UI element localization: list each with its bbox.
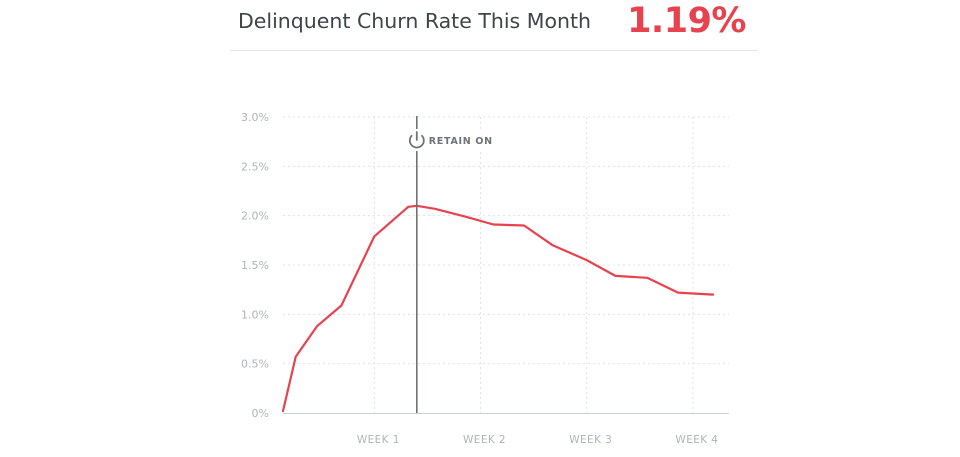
current-churn-rate: 1.19% [627, 1, 746, 41]
y-tick-label: 2.0% [241, 210, 269, 223]
y-tick-label: 1.0% [241, 308, 269, 321]
x-tick-label: WEEK 2 [463, 434, 506, 446]
chart-series [281, 204, 715, 413]
retain-on-marker: RETAIN ON [405, 116, 506, 413]
y-tick-label: 1.5% [241, 259, 269, 272]
retain-on-label: RETAIN ON [429, 136, 493, 147]
x-axis-ticks: WEEK 1 WEEK 2 WEEK 3 WEEK 4 [357, 434, 718, 446]
y-tick-label: 2.5% [241, 160, 269, 173]
x-tick-label: WEEK 1 [357, 434, 400, 446]
x-tick-label: WEEK 4 [675, 434, 718, 446]
chart-title: Delinquent Churn Rate This Month [238, 9, 592, 33]
x-tick-label: WEEK 3 [569, 434, 612, 446]
churn-rate-line [281, 204, 715, 413]
chart-grid [283, 116, 729, 414]
chart-header: Delinquent Churn Rate This Month 1.19% [230, 0, 758, 51]
power-icon-arc [408, 134, 425, 149]
marker-label-background [405, 129, 506, 151]
y-axis-ticks: 0% 0.5% 1.0% 1.5% 2.0% 2.5% 3.0% [241, 111, 269, 420]
y-tick-label: 0.5% [241, 358, 269, 371]
y-tick-label: 3.0% [241, 111, 269, 124]
y-tick-label: 0% [252, 407, 269, 420]
power-icon [408, 131, 425, 149]
